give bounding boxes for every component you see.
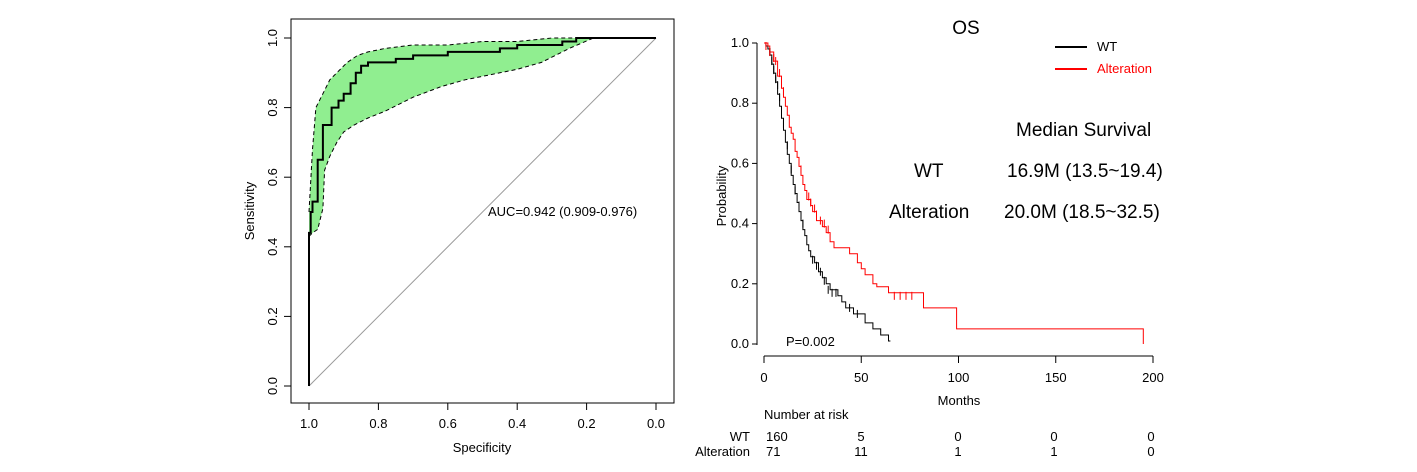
km-x-tick-label: 50 — [854, 370, 868, 385]
roc-x-tick-label: 0.6 — [439, 416, 457, 431]
risk-table-group-alteration: Alteration — [695, 444, 750, 459]
roc-y-axis-label: Sensitivity — [242, 181, 257, 240]
km-title: OS — [952, 18, 979, 39]
roc-ci-upper-line — [308, 37, 594, 213]
roc-x-tick-label: 1.0 — [300, 416, 318, 431]
risk-count: 1 — [954, 444, 961, 459]
risk-table-group-wt: WT — [730, 429, 750, 444]
risk-count: 160 — [766, 429, 788, 444]
km-y-tick-label: 0.6 — [731, 155, 749, 170]
km-y-tick-label: 1.0 — [731, 35, 749, 50]
roc-y-tick-label: 0.4 — [265, 238, 280, 256]
km-y-axis-label: Probability — [714, 165, 729, 226]
km-x-tick-label: 200 — [1142, 370, 1164, 385]
median-survival-value-alteration: 20.0M (18.5~32.5) — [1004, 202, 1160, 223]
roc-y-tick-label: 0.2 — [265, 307, 280, 325]
roc-y-tick-label: 1.0 — [265, 29, 280, 47]
risk-count: 0 — [1147, 444, 1154, 459]
roc-confidence-band — [309, 38, 594, 237]
median-survival-value-wt: 16.9M (13.5~19.4) — [1007, 161, 1163, 182]
roc-x-tick-label: 0.2 — [578, 416, 596, 431]
roc-auc-annotation: AUC=0.942 (0.909-0.976) — [488, 204, 637, 219]
risk-count: 11 — [854, 444, 868, 459]
km-y-tick-label: 0.8 — [731, 95, 749, 110]
roc-x-tick-label: 0.4 — [508, 416, 526, 431]
risk-count: 5 — [857, 429, 864, 444]
roc-x-tick-label: 0.8 — [369, 416, 387, 431]
km-series-alteration — [764, 42, 1144, 344]
median-survival-table: Median Survival WT 16.9M (13.5~19.4) Alt… — [889, 120, 1163, 223]
km-censor-marks-alteration — [765, 42, 913, 300]
km-x-tick-label: 0 — [760, 370, 767, 385]
median-survival-header: Median Survival — [1016, 120, 1151, 141]
roc-panel: 1.0 0.8 0.6 0.4 0.2 0.0 0.0 0.2 0.4 0.6 0.8 1.0 Sp… — [242, 18, 675, 455]
roc-x-axis: 1.0 0.8 0.6 0.4 0.2 0.0 — [300, 402, 665, 431]
km-legend-label-alteration: Alteration — [1097, 61, 1152, 76]
km-x-axis-label: Months — [938, 393, 981, 408]
roc-x-tick-label: 0.0 — [647, 416, 665, 431]
risk-table-cells: 160 5 0 0 071 11 1 1 0 — [766, 429, 1155, 459]
km-y-tick-label: 0.0 — [731, 336, 749, 351]
risk-count: 1 — [1050, 444, 1057, 459]
risk-count: 0 — [1050, 429, 1057, 444]
risk-count: 71 — [766, 444, 780, 459]
roc-curve — [308, 37, 656, 386]
risk-count: 0 — [1147, 429, 1154, 444]
risk-count: 0 — [954, 429, 961, 444]
km-pvalue: P=0.002 — [786, 334, 835, 349]
km-y-axis: 0.0 0.2 0.4 0.6 0.8 1.0 — [731, 35, 757, 351]
median-survival-group-wt: WT — [914, 161, 944, 182]
roc-y-tick-label: 0.0 — [265, 377, 280, 395]
km-x-tick-label: 150 — [1045, 370, 1067, 385]
roc-ci-lower-line — [308, 37, 594, 237]
km-y-tick-label: 0.2 — [731, 276, 749, 291]
risk-table: Number at risk WT Alteration 160 5 0 0 071 11… — [695, 407, 1155, 459]
km-y-tick-label: 0.4 — [731, 216, 749, 231]
roc-y-tick-label: 0.6 — [265, 168, 280, 186]
km-series-wt — [764, 42, 891, 342]
roc-y-axis: 0.0 0.2 0.4 0.6 0.8 1.0 — [265, 29, 292, 395]
roc-x-axis-label: Specificity — [453, 440, 512, 455]
median-survival-group-alteration: Alteration — [889, 202, 969, 223]
km-legend: WT Alteration — [1055, 39, 1152, 76]
km-legend-label-wt: WT — [1097, 39, 1117, 54]
risk-table-header: Number at risk — [764, 407, 849, 422]
roc-y-tick-label: 0.8 — [265, 99, 280, 117]
km-panel: 0 50 100 150 200 0.00.20.40.60.81.0 OS Month… — [695, 18, 1164, 459]
roc-reference-diagonal — [308, 37, 657, 387]
km-x-axis: 0 50 100 150 200 — [760, 356, 1164, 385]
km-x-tick-label: 100 — [948, 370, 970, 385]
